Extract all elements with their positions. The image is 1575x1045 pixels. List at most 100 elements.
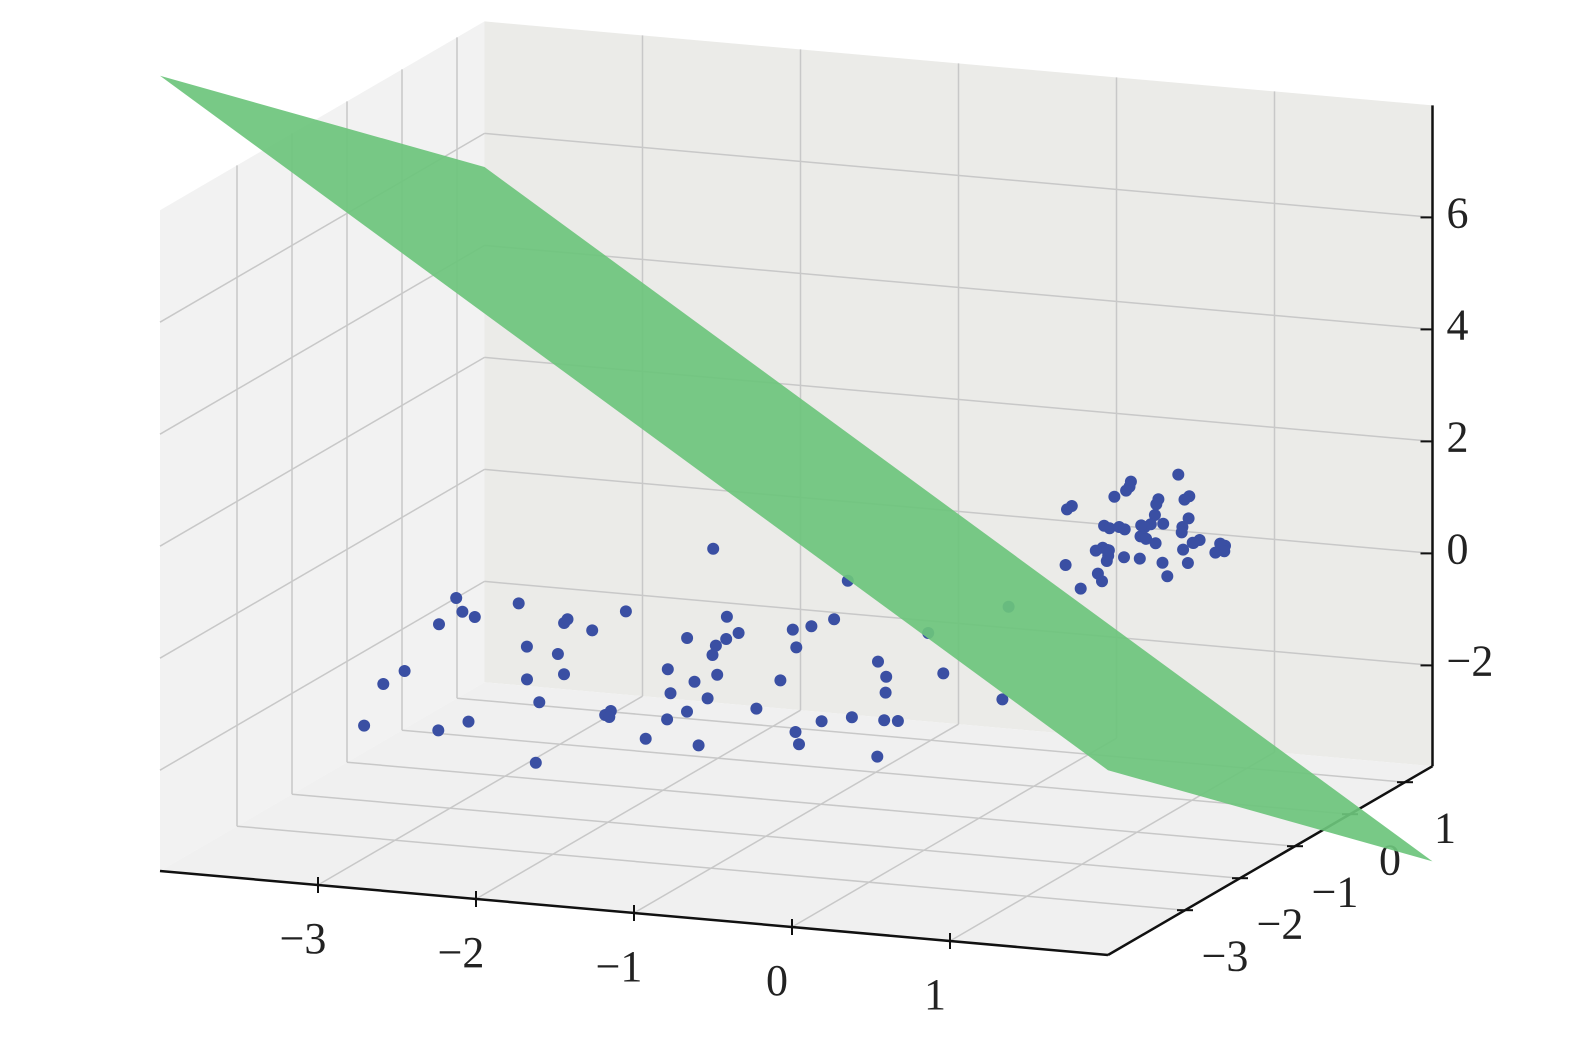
grid-line [346, 761, 1296, 847]
grid-line [159, 468, 485, 659]
grid-line [633, 723, 959, 914]
point [872, 655, 884, 668]
point [1113, 521, 1126, 533]
point [793, 738, 805, 751]
point [468, 611, 481, 623]
point [661, 663, 674, 676]
point [720, 633, 733, 645]
point [1102, 544, 1115, 557]
point [1209, 546, 1222, 559]
point [815, 715, 828, 728]
point [805, 620, 818, 633]
point [521, 673, 533, 686]
point [1181, 557, 1194, 569]
point [377, 678, 390, 690]
point [711, 668, 724, 681]
point [692, 739, 705, 752]
point [358, 719, 371, 732]
point [709, 639, 722, 652]
point [706, 649, 719, 661]
point [1177, 543, 1190, 556]
x-tick-label: −3 [280, 914, 327, 963]
grid-line [159, 244, 485, 435]
point [879, 686, 892, 699]
point [891, 715, 904, 727]
point [561, 613, 574, 626]
point [1156, 556, 1169, 569]
point [845, 711, 858, 724]
point [688, 675, 701, 688]
point [1108, 490, 1121, 503]
y-axis [1107, 765, 1434, 957]
point [558, 668, 570, 681]
point [880, 670, 893, 683]
point [1150, 498, 1163, 511]
point [512, 597, 525, 610]
grid-line [159, 580, 485, 771]
point [533, 696, 546, 709]
point [456, 605, 469, 618]
point [1172, 468, 1185, 481]
x-tick-label: −1 [596, 942, 643, 991]
z-tick-label: 6 [1447, 188, 1469, 237]
point [937, 667, 950, 680]
point [789, 726, 802, 738]
point [529, 756, 542, 769]
x-tick-label: 0 [766, 956, 788, 1005]
surface [160, 75, 1433, 862]
point [1074, 582, 1087, 595]
point [551, 648, 564, 660]
point [1175, 526, 1188, 539]
point [1161, 570, 1174, 583]
grid-line [236, 825, 1186, 911]
y-tick-label: −2 [1257, 899, 1304, 948]
point [586, 624, 599, 637]
point [433, 618, 445, 631]
grid-line [484, 244, 1433, 331]
point [1148, 509, 1161, 521]
point [1157, 517, 1170, 530]
z-tick-label: 4 [1447, 300, 1469, 349]
point [871, 750, 884, 763]
point [732, 627, 745, 639]
y-tick-label: 1 [1434, 803, 1456, 852]
point [1089, 544, 1102, 557]
z-tick-label: −2 [1447, 636, 1494, 685]
point [520, 640, 533, 653]
grid-line [484, 132, 1433, 219]
point [720, 610, 733, 623]
point [639, 732, 652, 745]
point [1118, 551, 1130, 564]
grid-line [475, 709, 801, 900]
point [664, 687, 677, 700]
point [432, 724, 445, 737]
point [1187, 537, 1200, 549]
point [661, 713, 674, 726]
point [707, 542, 720, 555]
grid-line [159, 356, 485, 547]
point [750, 702, 763, 715]
grid-line [484, 468, 1433, 555]
point [603, 711, 616, 723]
point [1135, 519, 1148, 532]
point [1133, 552, 1146, 565]
grid-line [791, 737, 1117, 928]
point [790, 641, 803, 654]
point [701, 692, 714, 705]
point [1182, 512, 1195, 525]
point [828, 613, 841, 626]
z-tick-label: 0 [1447, 524, 1469, 573]
x-tick-label: −2 [438, 928, 485, 977]
point [1103, 522, 1116, 535]
point [1178, 493, 1191, 506]
point [1061, 503, 1073, 516]
point [619, 605, 632, 618]
point [1218, 545, 1231, 558]
z-tick-label: 2 [1447, 412, 1469, 461]
grid-line [317, 695, 643, 886]
point [1120, 484, 1133, 497]
point [786, 623, 799, 636]
y-tick-label: −3 [1202, 931, 1249, 980]
grid-line [291, 793, 1241, 879]
